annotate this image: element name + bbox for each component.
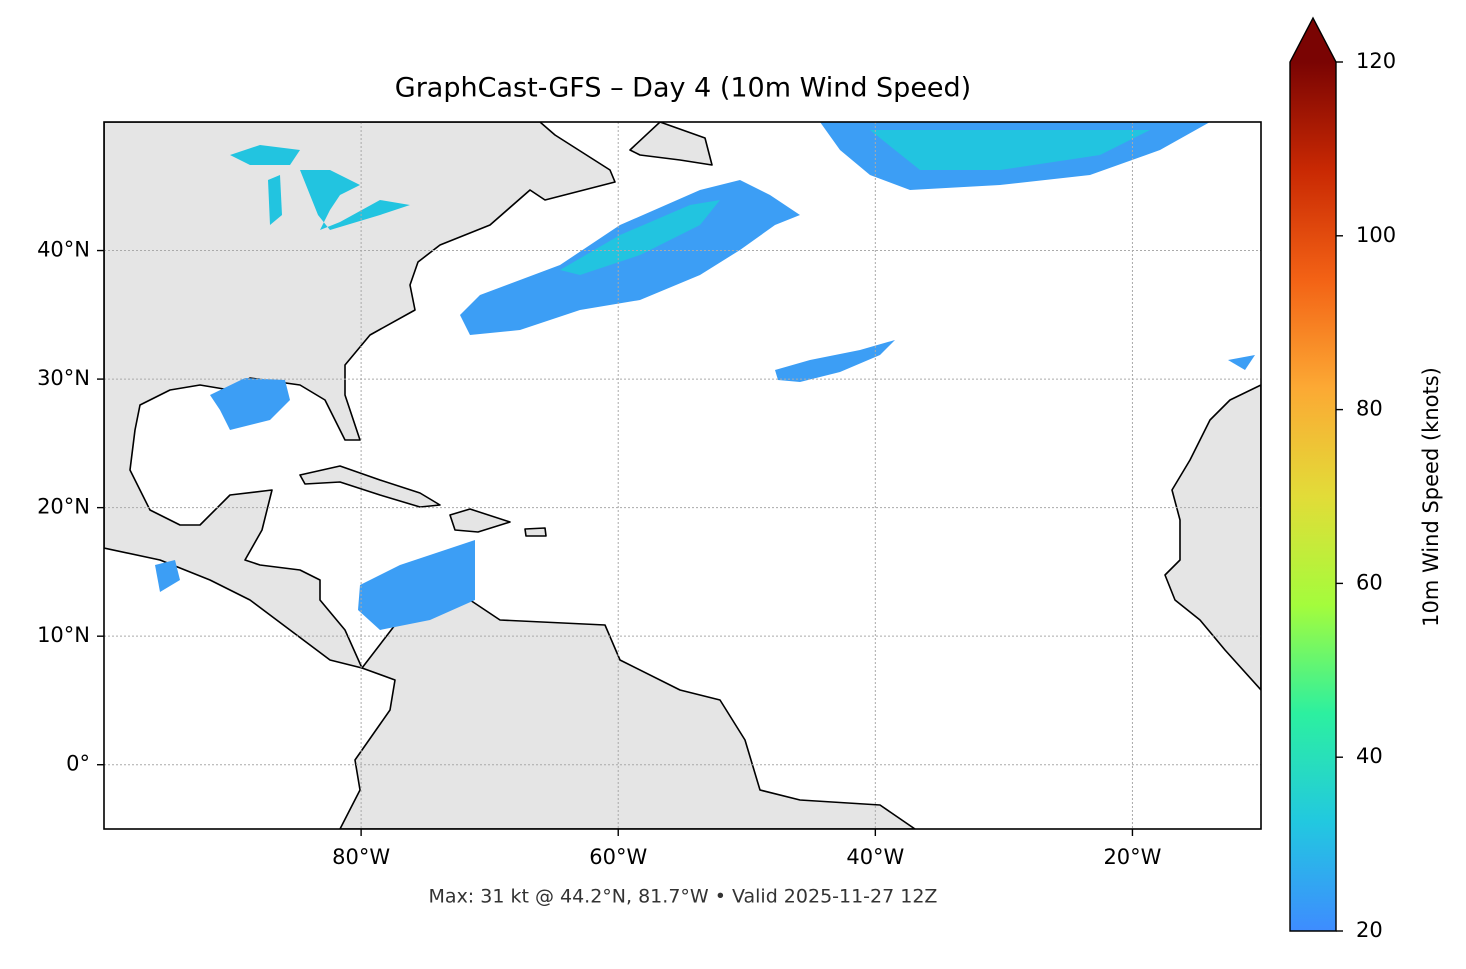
- footnote: Max: 31 kt @ 44.2°N, 81.7°W • Valid 2025…: [429, 886, 938, 908]
- wind-area: [358, 540, 475, 630]
- y-tick-label: 20°N: [37, 495, 90, 519]
- colorbar: [1290, 62, 1336, 931]
- newfoundland: [629, 122, 713, 166]
- colorbar-tick-label: 100: [1356, 223, 1396, 247]
- colorbar-frame: [1289, 16, 1337, 932]
- y-tick-label: 10°N: [37, 623, 90, 647]
- colorbar-tick-label: 80: [1356, 397, 1383, 421]
- wind-area: [300, 170, 410, 230]
- x-tick-label: 60°W: [589, 845, 647, 869]
- north-america: [104, 122, 616, 669]
- wind-area: [870, 130, 1150, 170]
- y-tick-label: 0°: [66, 752, 90, 776]
- colorbar-tick-label: 20: [1356, 918, 1383, 942]
- wind-area: [268, 175, 282, 225]
- map-frame: [103, 121, 1262, 830]
- colorbar-extend: [1290, 18, 1336, 62]
- x-tick-label: 80°W: [332, 845, 390, 869]
- wind-area: [560, 200, 720, 275]
- map: [104, 122, 1261, 829]
- colorbar-tick-label: 120: [1356, 49, 1396, 73]
- hispaniola: [449, 508, 511, 533]
- colorbar-tick-label: 40: [1356, 744, 1383, 768]
- wind-area: [210, 378, 290, 430]
- africa: [1164, 384, 1261, 691]
- puerto-rico: [524, 527, 547, 537]
- colorbar-label: 10m Wind Speed (knots): [1419, 367, 1443, 627]
- wind-area: [775, 340, 895, 382]
- cuba: [299, 465, 441, 508]
- x-tick-label: 20°W: [1103, 845, 1161, 869]
- x-tick-label: 40°W: [846, 845, 904, 869]
- chart-title: GraphCast-GFS – Day 4 (10m Wind Speed): [395, 73, 971, 104]
- wind-area: [1228, 355, 1255, 370]
- y-tick-label: 30°N: [37, 366, 90, 390]
- y-tick-label: 40°N: [37, 238, 90, 262]
- wind-area: [230, 145, 300, 165]
- colorbar-tick-label: 60: [1356, 570, 1383, 594]
- grid: [104, 122, 1261, 829]
- wind-area: [155, 560, 180, 592]
